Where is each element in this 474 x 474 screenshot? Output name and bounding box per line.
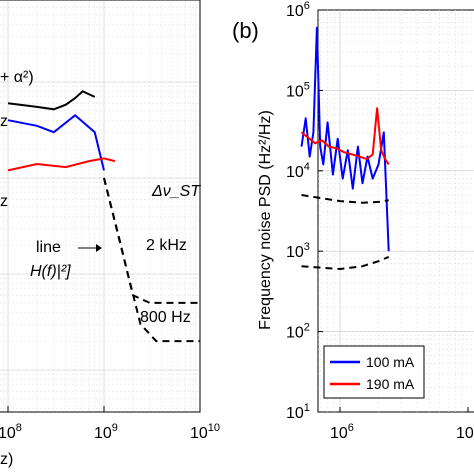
- b-series-line-1: [300, 26, 390, 252]
- left-series-line-2: [7, 114, 105, 171]
- left-x-tick-label: 108: [0, 422, 22, 442]
- label-lower: z: [0, 193, 8, 210]
- label-upper: z: [0, 113, 8, 130]
- b-y-tick-label: 106: [286, 0, 310, 20]
- b-y-tick-label: 104: [286, 161, 310, 181]
- b-y-tick-label: 102: [286, 322, 310, 342]
- b-series-line-4: [301, 255, 390, 270]
- left-series-line-3: [7, 157, 116, 172]
- left-plot-frame: [0, 0, 201, 413]
- left-xlabel-fragment: z): [0, 451, 13, 468]
- left-series-line-5: [103, 177, 200, 343]
- left-series-group: [7, 90, 200, 343]
- panel-b-grid: [318, 10, 474, 412]
- legend: 100 mA 190 mA: [323, 345, 425, 399]
- b-series-line-2: [300, 107, 390, 165]
- left-series-line-1: [7, 90, 96, 111]
- left-x-tick-label: 1010: [190, 422, 220, 442]
- level-800hz: 800 Hz: [140, 309, 191, 326]
- b-y-tick-label: 105: [286, 80, 310, 100]
- b-y-tick-label: 101: [286, 402, 310, 422]
- formula-top: + α²): [0, 69, 34, 86]
- arrow: [78, 244, 102, 252]
- b-x-tick-label-partial: 10: [456, 425, 474, 442]
- left-x-ticks: 108 109 1010: [0, 406, 220, 442]
- b-series-line-3: [301, 194, 389, 204]
- panel-b-y-ticks: 101 102 103 104 105 106: [286, 0, 323, 422]
- panel-b-x-ticks: 106 10: [330, 407, 474, 442]
- b-x-tick-label: 106: [330, 422, 354, 442]
- line-label-1: line: [36, 239, 61, 256]
- b-y-tick-label: 103: [286, 241, 310, 261]
- panel-b-series-group: [300, 26, 390, 270]
- legend-label-190ma: 190 mA: [366, 376, 415, 392]
- left-x-tick-label: 109: [94, 422, 118, 442]
- legend-box: [323, 345, 425, 399]
- panel-b: (b) Frequency noise PSD (Hz²/Hz) 1011021…: [232, 0, 474, 442]
- line-label-2: H(f)|²]: [30, 263, 71, 280]
- linewidth-header: Δν_ST: [151, 183, 201, 200]
- panel-b-ylabel: Frequency noise PSD (Hz²/Hz): [257, 110, 274, 330]
- legend-label-100ma: 100 mA: [366, 354, 415, 370]
- left-panel: + α²) z z Δν_ST line H(f)|²] 2 kHz 800 H…: [0, 0, 220, 468]
- panel-b-label: (b): [232, 18, 259, 43]
- level-2khz: 2 kHz: [146, 237, 187, 254]
